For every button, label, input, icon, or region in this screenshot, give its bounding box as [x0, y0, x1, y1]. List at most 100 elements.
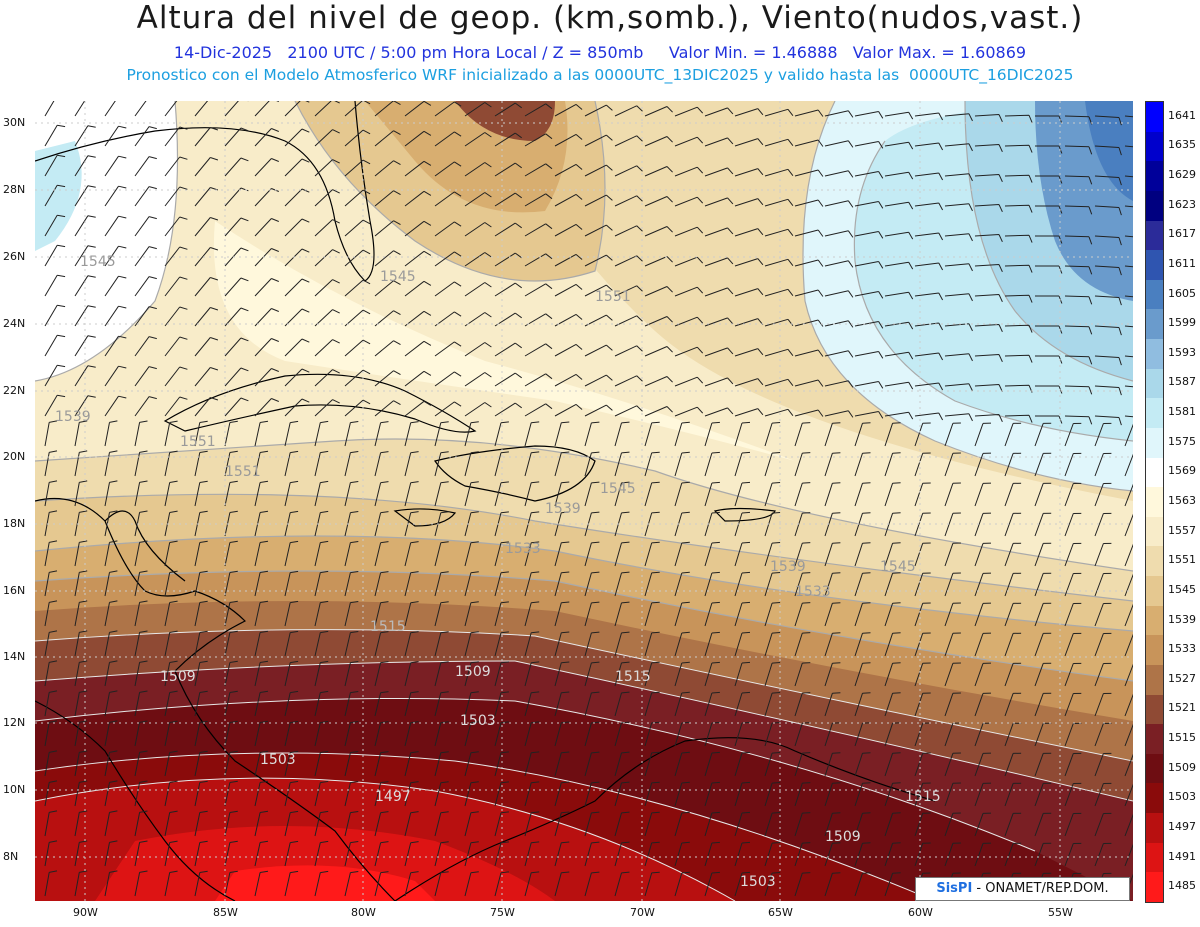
wind-barb: [1094, 542, 1112, 567]
legend-swatch: [1146, 487, 1163, 518]
wind-barb: [44, 630, 58, 657]
wind-barb: [584, 601, 600, 627]
wind-barb: [74, 660, 88, 687]
wind-barb: [944, 422, 961, 447]
wind-barb: [464, 372, 492, 387]
wind-barb: [374, 811, 389, 837]
wind-barb: [854, 291, 884, 299]
wind-barb: [434, 871, 449, 897]
wind-barb: [554, 451, 570, 477]
contour-label: 1509: [825, 829, 861, 845]
wind-barb: [1064, 512, 1082, 537]
wind-barb: [884, 842, 901, 867]
wind-barb: [194, 780, 208, 807]
wind-barb: [134, 600, 148, 627]
wind-barb: [674, 781, 690, 807]
wind-barb: [194, 367, 219, 387]
wind-barb: [884, 171, 914, 180]
wind-barb: [794, 379, 824, 387]
wind-barb: [1124, 295, 1133, 298]
wind-barb: [944, 113, 973, 122]
wind-barb: [134, 630, 148, 657]
wind-barb: [914, 172, 944, 181]
wind-barb: [614, 481, 630, 507]
wind-barb: [854, 111, 884, 119]
wind-barb: [1034, 842, 1052, 867]
lat-label: 16N: [3, 584, 26, 597]
legend-swatch: [1146, 190, 1163, 221]
wind-barb: [854, 171, 884, 179]
wind-barb: [374, 541, 389, 567]
wind-barb: [674, 286, 704, 297]
wind-barb: [1004, 114, 1033, 123]
wind-barb: [254, 420, 269, 447]
contour-label: 1515: [905, 789, 941, 805]
wind-barb: [704, 841, 720, 867]
wind-barb: [404, 250, 432, 267]
wind-barb: [74, 840, 88, 867]
legend-level-label: 1569: [1168, 464, 1196, 478]
wind-barb: [914, 292, 944, 301]
wind-barb: [1124, 423, 1133, 447]
wind-barb: [704, 407, 734, 417]
wind-barb: [254, 750, 269, 777]
wind-barb: [1094, 325, 1122, 336]
wind-barb: [1034, 602, 1052, 627]
wind-barb: [1034, 422, 1052, 447]
wind-barb: [524, 253, 553, 267]
wind-barb: [344, 781, 359, 807]
contour-label: 1533: [505, 541, 541, 557]
wind-barb: [704, 227, 734, 237]
wind-barb: [1004, 234, 1033, 243]
wind-barb: [524, 721, 540, 747]
legend-swatch: [1146, 102, 1163, 133]
wind-barb: [194, 570, 208, 597]
wind-barb: [614, 691, 630, 717]
wind-barb: [464, 282, 492, 297]
wind-barb: [44, 394, 66, 417]
wind-barb: [434, 371, 462, 387]
wind-barb: [104, 780, 118, 807]
wind-barb: [914, 482, 931, 507]
wind-barb: [854, 261, 884, 269]
wind-barb: [344, 541, 359, 567]
map-title: Altura del nivel de geop. (km,somb.), Vi…: [136, 0, 1084, 36]
wind-barb: [1124, 543, 1133, 567]
wind-barb: [674, 661, 690, 687]
wind-barb: [674, 421, 690, 447]
wind-barb: [1064, 145, 1093, 155]
wind-barb: [74, 101, 86, 117]
wind-barb: [1124, 355, 1133, 358]
wind-barb: [824, 230, 854, 238]
wind-barb: [374, 130, 401, 147]
legend-swatch: [1146, 872, 1163, 903]
wind-barb: [704, 167, 734, 177]
wind-barb: [764, 228, 794, 237]
wind-barb: [494, 811, 509, 837]
wind-barb: [884, 111, 914, 120]
wind-barb: [1094, 752, 1112, 777]
wind-barb: [944, 353, 973, 362]
wind-barb: [914, 572, 931, 597]
wind-barb: [614, 661, 630, 687]
wind-barb: [584, 254, 613, 267]
contour-label: 1545: [600, 481, 636, 497]
wind-barb: [1004, 842, 1022, 867]
wind-barb: [614, 451, 630, 477]
wind-barb: [344, 399, 371, 417]
wind-barb: [584, 871, 600, 897]
wind-barb: [464, 402, 492, 417]
wind-barb: [1094, 632, 1112, 657]
wind-barb: [644, 421, 660, 447]
wind-barb: [194, 420, 208, 447]
wind-barb: [464, 631, 479, 657]
wind-barb: [344, 661, 359, 687]
wind-barb: [734, 841, 751, 867]
wind-barb: [164, 600, 178, 627]
wind-barb: [404, 190, 432, 207]
wind-barb: [674, 871, 690, 897]
wind-barb: [164, 101, 178, 117]
wind-barb: [584, 164, 613, 177]
wind-barb: [704, 751, 720, 777]
wind-barb: [884, 261, 914, 270]
